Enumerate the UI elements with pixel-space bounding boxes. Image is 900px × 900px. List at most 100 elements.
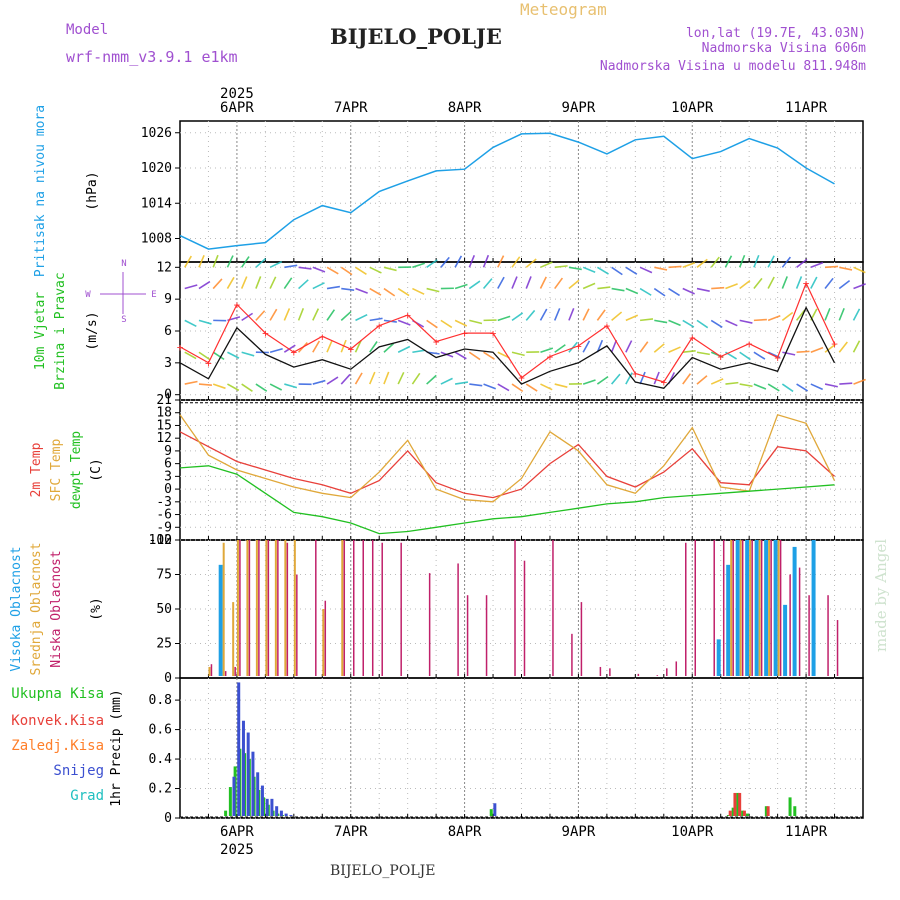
wind-barb	[853, 283, 866, 290]
cloud-bar-low	[637, 673, 640, 676]
wind-barb	[397, 371, 405, 385]
wind-barb	[482, 278, 493, 290]
cloud-bar-mid	[777, 540, 780, 676]
cloud-bar-mid	[274, 540, 277, 676]
y-tick-label: 15	[156, 418, 172, 433]
wind-barb	[440, 256, 450, 268]
wind-barb	[554, 344, 566, 353]
precip-bar	[738, 792, 742, 816]
y-tick-label: 0.2	[149, 782, 172, 797]
wind-barb	[824, 308, 831, 321]
precip-bar	[232, 776, 236, 816]
wind-barb	[540, 383, 553, 391]
cloud-bar-low	[798, 567, 801, 676]
wind-barb	[525, 276, 532, 289]
wind-barb	[753, 318, 767, 322]
x-day-label-top: 9APR	[562, 100, 596, 116]
wind-barb	[511, 351, 525, 357]
temp-line-dewpt	[179, 465, 835, 535]
wind-barb	[355, 266, 367, 276]
wind-barb	[184, 284, 198, 290]
cloud-bar-low	[523, 560, 526, 676]
wind-barb	[397, 319, 411, 326]
wind-barb	[853, 266, 866, 274]
wind-barb	[668, 287, 680, 297]
wind-gust-marker: +	[433, 336, 440, 349]
y-tick-label: 1008	[141, 232, 172, 247]
wind-barb	[511, 383, 524, 393]
cloud-bar-mid	[284, 540, 287, 676]
wind-gust-marker: +	[404, 309, 411, 322]
cloud-bar-mid	[265, 540, 268, 676]
wind-barb	[468, 254, 476, 268]
compass-n: N	[121, 259, 126, 269]
cloud-bar-low	[315, 540, 317, 676]
pressure-line	[179, 132, 835, 250]
wind-gust-marker: +	[376, 320, 383, 333]
wind-barb	[738, 254, 746, 268]
precip-bar	[489, 809, 493, 816]
wind-barb	[724, 255, 733, 268]
wind-barb	[682, 287, 695, 295]
wind-barb	[369, 287, 382, 296]
y-tick-label: 6	[164, 324, 172, 339]
cloud-bar-high	[745, 540, 750, 676]
cloud-bar-low	[224, 671, 227, 676]
y-tick-label: -12	[149, 533, 172, 548]
cloud-bar-low	[381, 542, 383, 676]
wind-barb	[810, 346, 824, 353]
cloud-bar-low	[694, 540, 696, 676]
wind-barb	[853, 378, 866, 385]
wind-barb	[497, 383, 510, 392]
wind-barb	[582, 266, 596, 274]
wind-barb	[696, 375, 708, 385]
y-tick-label: 75	[156, 568, 172, 583]
cloud-bar-low	[267, 540, 270, 676]
wind-barb	[767, 276, 775, 289]
wind-barb	[682, 349, 696, 354]
y-tick-label: 1026	[141, 126, 172, 141]
cloud-bar-low	[675, 661, 678, 676]
wind-barb	[284, 264, 298, 269]
wind-barb	[298, 279, 309, 290]
compass-e: E	[151, 290, 156, 300]
y-tick-label: 12	[156, 260, 172, 275]
precip-bar	[237, 682, 241, 816]
ylabel-wind-1: 10m Vjetar	[33, 292, 48, 370]
cloud-bar-low	[234, 666, 236, 676]
cloud-bar-low	[789, 574, 791, 676]
wind-gust-marker: +	[660, 376, 667, 389]
wind-barb	[298, 266, 312, 270]
wind-gust-marker: +	[490, 327, 497, 340]
x-day-label-top: 11APR	[785, 100, 828, 116]
y-tick-label: 1014	[141, 196, 172, 211]
wind-barb	[781, 276, 788, 289]
wind-barb	[582, 308, 590, 321]
wind-barb	[852, 308, 861, 321]
wind-barb	[710, 319, 723, 328]
wind-barb	[596, 266, 609, 275]
ylabel-mid-cloud: Srednja Oblacnost	[29, 542, 44, 675]
wind-barb	[739, 319, 753, 324]
precip-bar	[270, 798, 274, 816]
wind-barb	[269, 308, 278, 321]
wind-barb	[582, 340, 591, 353]
cloud-bar-low	[514, 540, 516, 676]
wind-barb	[468, 280, 481, 290]
wind-barb	[838, 341, 848, 353]
elevation-label: Nadmorska Visina 606m	[702, 41, 867, 56]
wind-gust-marker: +	[547, 350, 554, 363]
wind-barb	[312, 266, 326, 273]
wind-barb	[269, 347, 283, 354]
wind-gust-marker: +	[347, 343, 354, 356]
wind-barb	[426, 259, 438, 268]
ylabel-unit-wind: (m/s)	[85, 311, 100, 350]
wind-barb	[540, 347, 554, 353]
ylabel-pressure: Pritisak na nivou mora	[33, 105, 48, 277]
y-tick-label: -3	[156, 495, 172, 510]
x-day-label-top: 6APR	[220, 100, 254, 116]
y-tick-label: 1020	[141, 161, 172, 176]
wind-barb	[483, 351, 495, 360]
precip-bar	[275, 806, 279, 816]
